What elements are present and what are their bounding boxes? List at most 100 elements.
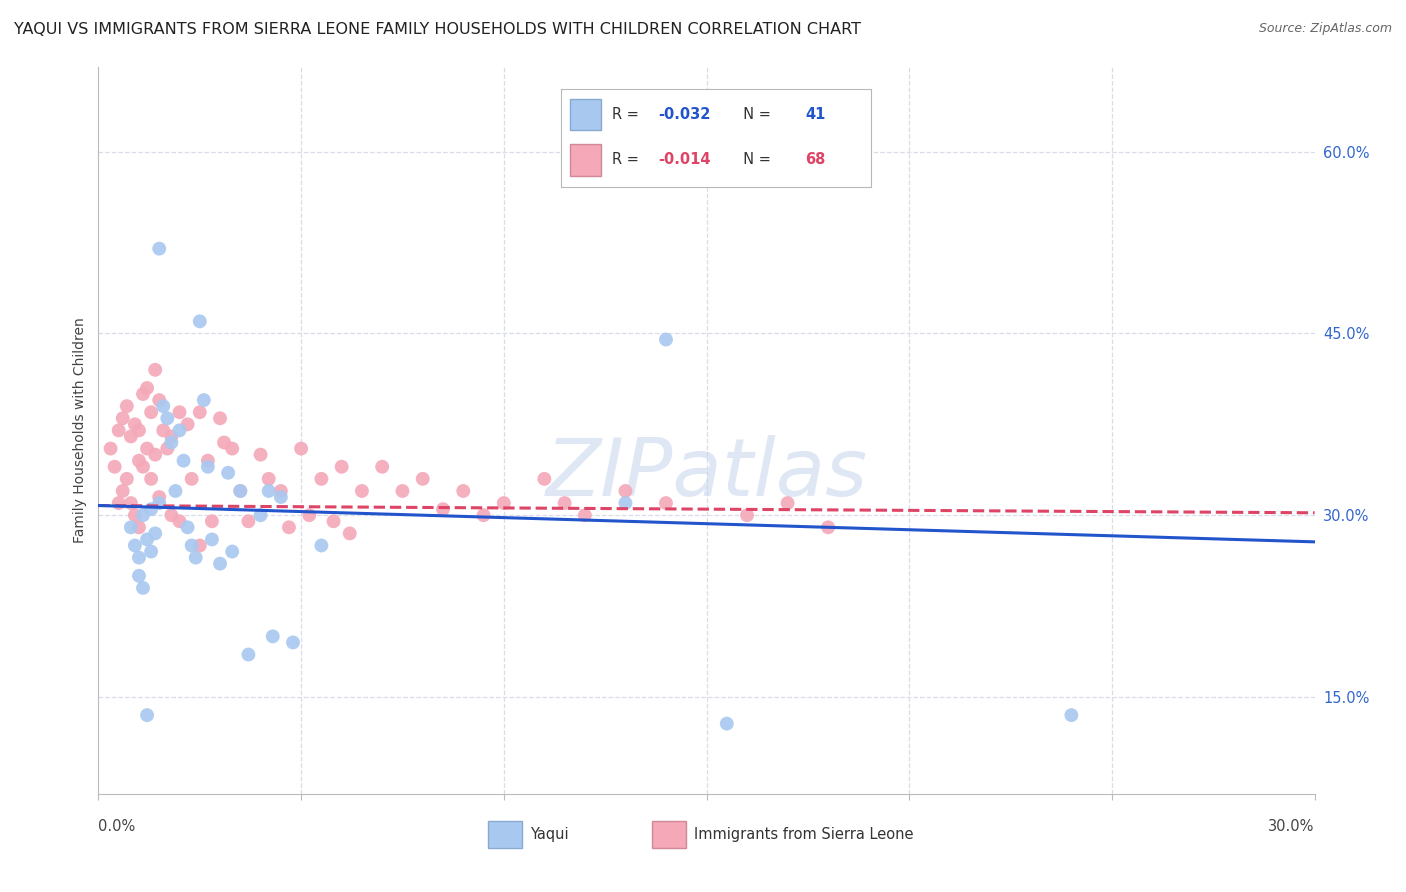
Point <box>472 508 495 523</box>
Point <box>209 557 232 571</box>
Point <box>124 539 146 553</box>
Point <box>339 526 361 541</box>
Point <box>115 399 138 413</box>
Point <box>554 496 576 510</box>
Point <box>278 520 301 534</box>
Point <box>176 520 198 534</box>
Point <box>270 483 292 498</box>
Point <box>143 526 166 541</box>
Y-axis label: Family Households with Children: Family Households with Children <box>73 318 87 543</box>
Point <box>136 533 159 547</box>
Point <box>128 424 150 438</box>
Point <box>143 363 166 377</box>
Point <box>143 448 166 462</box>
Point <box>111 483 134 498</box>
Point <box>160 435 183 450</box>
Point <box>492 496 515 510</box>
Point <box>655 333 678 347</box>
Point <box>120 429 142 443</box>
Point <box>1060 708 1083 723</box>
Text: Source: ZipAtlas.com: Source: ZipAtlas.com <box>1258 22 1392 36</box>
Point <box>330 459 353 474</box>
Point <box>221 442 243 456</box>
Point <box>107 496 129 510</box>
Point <box>136 442 159 456</box>
Point <box>156 411 179 425</box>
Text: 0.0%: 0.0% <box>98 820 135 834</box>
Point <box>257 483 280 498</box>
Point <box>257 472 280 486</box>
Point <box>298 508 321 523</box>
Point <box>120 496 142 510</box>
Text: YAQUI VS IMMIGRANTS FROM SIERRA LEONE FAMILY HOUSEHOLDS WITH CHILDREN CORRELATIO: YAQUI VS IMMIGRANTS FROM SIERRA LEONE FA… <box>14 22 860 37</box>
Point <box>201 533 224 547</box>
Point <box>270 490 292 504</box>
Point <box>188 314 211 328</box>
Point <box>350 483 373 498</box>
Point <box>100 442 122 456</box>
Point <box>128 550 150 565</box>
Point <box>139 502 162 516</box>
Point <box>412 472 434 486</box>
Point <box>152 424 174 438</box>
Point <box>229 483 252 498</box>
Point <box>128 520 150 534</box>
Point <box>139 405 162 419</box>
Point <box>217 466 239 480</box>
Point <box>533 472 555 486</box>
Point <box>115 472 138 486</box>
Point <box>180 539 202 553</box>
Text: Immigrants from Sierra Leone: Immigrants from Sierra Leone <box>695 827 914 842</box>
Point <box>169 514 191 528</box>
Point <box>311 472 333 486</box>
Text: ZIPatlas: ZIPatlas <box>546 435 868 513</box>
Point <box>128 569 150 583</box>
Point <box>111 411 134 425</box>
Point <box>249 508 271 523</box>
Point <box>173 453 195 467</box>
Point <box>735 508 758 523</box>
Point <box>148 490 170 504</box>
Point <box>169 405 191 419</box>
Point <box>148 496 170 510</box>
Point <box>160 508 183 523</box>
Point <box>169 424 191 438</box>
Point <box>391 483 413 498</box>
Point <box>193 393 215 408</box>
Point <box>184 550 207 565</box>
Point <box>128 453 150 467</box>
Point <box>152 399 174 413</box>
Point <box>371 459 394 474</box>
Point <box>139 544 162 558</box>
Point <box>574 508 596 523</box>
Point <box>290 442 312 456</box>
Point <box>139 472 162 486</box>
Point <box>160 429 183 443</box>
FancyBboxPatch shape <box>652 821 686 848</box>
FancyBboxPatch shape <box>488 821 522 848</box>
Point <box>212 435 235 450</box>
Point <box>201 514 224 528</box>
Point <box>136 708 159 723</box>
Text: 30.0%: 30.0% <box>1268 820 1315 834</box>
Point <box>249 448 271 462</box>
Point <box>120 520 142 534</box>
Point <box>132 581 155 595</box>
Point <box>262 629 284 643</box>
Point <box>165 483 187 498</box>
Point <box>614 496 637 510</box>
Point <box>776 496 799 510</box>
Point <box>238 648 260 662</box>
Point <box>136 381 159 395</box>
Point <box>148 393 170 408</box>
Point <box>209 411 232 425</box>
Point <box>132 459 155 474</box>
Point <box>107 424 129 438</box>
Point <box>655 496 678 510</box>
Point <box>148 242 170 256</box>
Point <box>614 483 637 498</box>
Point <box>197 453 219 467</box>
Point <box>453 483 475 498</box>
Point <box>180 472 202 486</box>
Point <box>132 508 155 523</box>
